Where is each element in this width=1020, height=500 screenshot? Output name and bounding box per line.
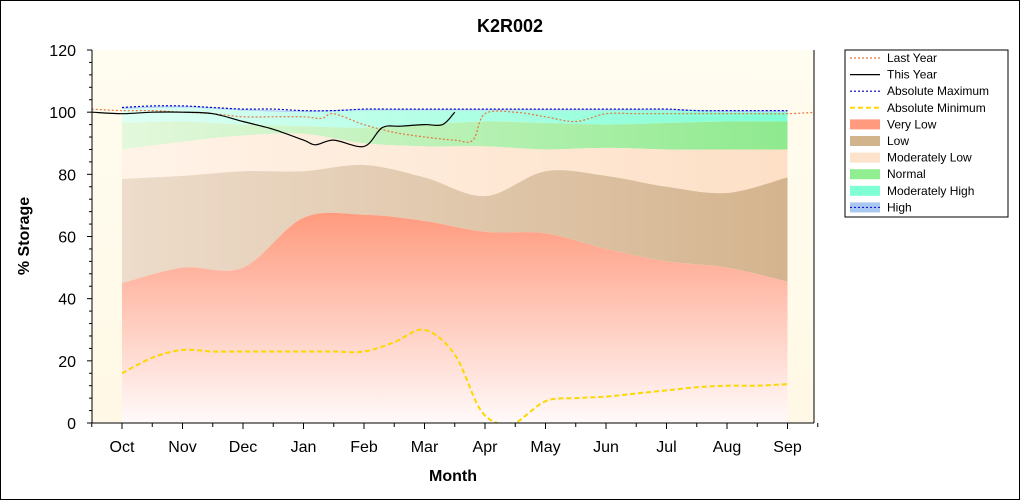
x-axis-label: Month — [429, 468, 477, 485]
x-tick-label: Jul — [656, 439, 676, 456]
x-tick-label: Sep — [773, 439, 802, 456]
x-tick-label: Dec — [229, 439, 257, 456]
legend-swatch-low — [850, 136, 880, 146]
x-tick-label: Oct — [110, 439, 135, 456]
series-line-absolute-minimum — [121, 328, 788, 423]
x-tick-label: Aug — [713, 439, 741, 456]
legend-label-last-year: Last Year — [887, 51, 937, 65]
legend-label-absolute-maximum: Absolute Maximum — [887, 84, 989, 98]
y-tick-label: 100 — [49, 105, 76, 122]
chart-title: K2R002 — [477, 16, 543, 36]
x-tick-label: Apr — [473, 439, 499, 456]
band-very-low — [122, 212, 788, 423]
y-tick-label: 20 — [58, 354, 76, 371]
legend: Last Year This Year Absolute Maximum Absolu… — [844, 49, 1009, 218]
legend-swatch-normal — [850, 169, 880, 180]
series-group — [92, 105, 814, 423]
y-tick-label: 0 — [67, 416, 76, 433]
y-axis-label: % Storage — [16, 197, 33, 275]
series-line-this-year — [92, 111, 456, 148]
band-low — [122, 164, 788, 284]
x-tick-label: Jun — [593, 439, 619, 456]
legend-label-low: Low — [887, 134, 909, 148]
legend-swatch-moderately-low — [850, 152, 880, 163]
x-tick-label: Jan — [291, 439, 317, 456]
y-tick-label: 80 — [58, 167, 76, 184]
y-tick-label: 60 — [58, 230, 76, 247]
band-normal — [122, 121, 788, 150]
x-tick-label: Nov — [168, 439, 196, 456]
band-high — [122, 105, 788, 113]
band-moderately-high — [122, 107, 788, 128]
legend-label-normal: Normal — [887, 167, 926, 181]
legend-swatch-very-low — [850, 119, 880, 130]
series-line-absolute-maximum — [121, 105, 788, 112]
legend-label-very-low: Very Low — [887, 117, 937, 131]
series-line-last-year — [92, 108, 814, 143]
legend-label-moderately-low: Moderately Low — [887, 151, 972, 165]
band-moderately-low — [122, 133, 788, 197]
legend-swatch-moderately-high — [850, 185, 880, 196]
x-tick-label: Feb — [350, 439, 378, 456]
x-tick-label: May — [530, 439, 560, 456]
legend-swatch-high — [850, 202, 880, 213]
legend-label-absolute-minimum: Absolute Minimum — [887, 101, 986, 115]
band-group — [122, 105, 788, 423]
x-tick-label: Mar — [411, 439, 439, 456]
y-tick-label: 40 — [58, 292, 76, 309]
y-tick-label: 120 — [49, 43, 76, 60]
axes-group: 0 20 40 60 80 100 120 Oct Nov Dec Jan Feb Mar Apr May J… — [49, 43, 819, 456]
legend-label-moderately-high: Moderately High — [887, 184, 974, 198]
legend-label-high: High — [887, 200, 912, 214]
legend-label-this-year: This Year — [887, 68, 937, 82]
